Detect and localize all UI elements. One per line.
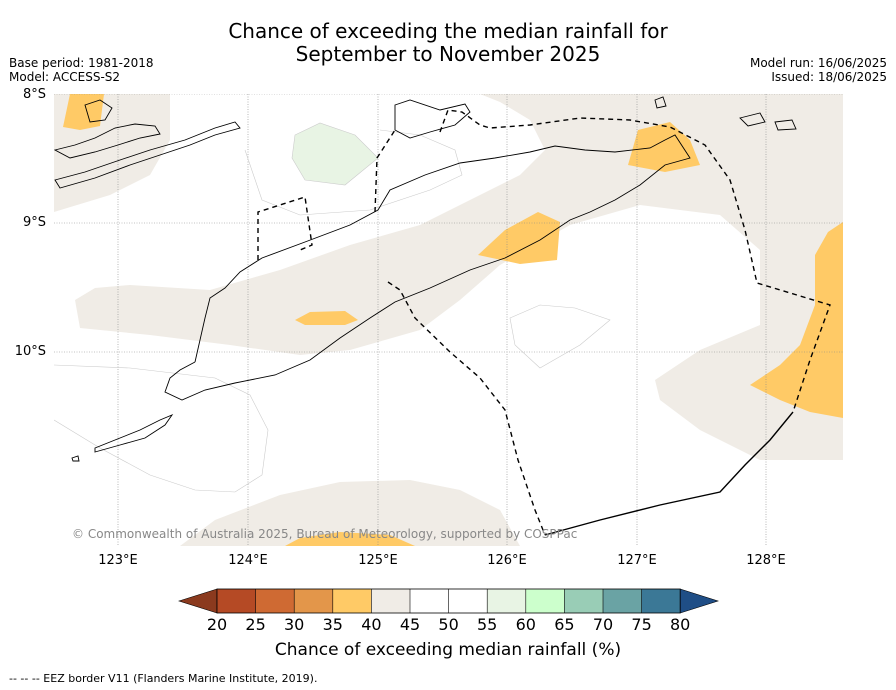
eez-border [257, 109, 831, 536]
colorbar-bin-40-45 [371, 589, 410, 613]
copyright-notice: © Commonwealth of Australia 2025, Bureau… [72, 527, 578, 541]
colorbar-dividers [255, 589, 642, 613]
orange-region-centre [478, 212, 560, 264]
colorbar-bin-25-30 [255, 589, 295, 613]
grid-lines [54, 94, 843, 546]
colorbar-title: Chance of exceeding median rainfall (%) [274, 640, 622, 660]
small-island-3 [774, 119, 797, 131]
meta-left: Base period: 1981-2018 Model: ACCESS-S2 [9, 56, 154, 84]
colorbar-bin-50-55 [448, 589, 488, 613]
map-area [54, 94, 843, 546]
map-title: Chance of exceeding the median rainfall … [0, 20, 896, 66]
colorbar-bin-45-50 [410, 589, 449, 613]
cb-tick-25: 25 [245, 615, 266, 634]
alor-island [54, 121, 241, 189]
lon-label-126e: 126°E [487, 553, 527, 568]
lon-label-124e: 124°E [228, 553, 268, 568]
cb-tick-35: 35 [322, 615, 343, 634]
contour-lines [54, 129, 463, 493]
orange-region-nw [63, 94, 104, 130]
lat-label-9s: 9°S [22, 215, 46, 230]
wetar-island [394, 99, 471, 139]
cb-tick-45: 45 [399, 615, 421, 634]
lon-label-127e: 127°E [617, 553, 657, 568]
eez-border-solid [544, 411, 794, 536]
cb-tick-60: 60 [515, 615, 536, 634]
beige-region-south [180, 480, 520, 546]
title-line-2: September to November 2025 [295, 42, 601, 66]
flores-east [54, 123, 161, 159]
cb-tick-55: 55 [477, 615, 498, 634]
model-run: Model run: 16/06/2025 [749, 56, 887, 70]
green-region-timor-north [291, 122, 379, 186]
orange-region-ne [628, 122, 700, 172]
colorbar-extend-low [178, 588, 218, 614]
small-island-4 [654, 96, 667, 109]
issued-date: Issued: 18/06/2025 [771, 70, 887, 84]
colorbar-frame [216, 588, 681, 614]
model-name: Model: ACCESS-S2 [9, 70, 121, 84]
small-island-1 [84, 99, 113, 123]
colorbar [178, 588, 719, 614]
colorbar-bin-65-70 [564, 589, 603, 613]
small-island-2 [739, 112, 766, 127]
meta-right: Model run: 16/06/2025 Issued: 18/06/2025 [750, 56, 887, 84]
lat-label-8s: 8°S [22, 87, 46, 102]
cb-tick-65: 65 [554, 615, 575, 634]
orange-region-east [750, 222, 843, 418]
lon-label-125e: 125°E [358, 553, 398, 568]
lon-label-123e: 123°E [98, 553, 138, 568]
colorbar-bin-20-25 [217, 589, 256, 613]
title-line-1: Chance of exceeding the median rainfall … [228, 19, 668, 43]
cb-tick-80: 80 [670, 615, 691, 634]
savu-island [71, 455, 80, 462]
cb-tick-20: 20 [206, 615, 228, 634]
rote-island [94, 413, 174, 453]
cb-tick-40: 40 [361, 615, 382, 634]
colorbar-bin-35-40 [332, 589, 372, 613]
timor-coast [164, 134, 691, 401]
colorbar-bin-30-35 [294, 589, 333, 613]
beige-region-main-band [75, 94, 843, 460]
cb-tick-30: 30 [284, 615, 305, 634]
colorbar-extend-high [679, 588, 719, 614]
coastlines [54, 96, 797, 462]
cb-tick-70: 70 [592, 615, 614, 634]
colorbar-bin-60-65 [525, 589, 565, 613]
lon-label-128e: 128°E [746, 553, 786, 568]
lat-label-10s: 10°S [14, 344, 46, 359]
cb-tick-75: 75 [631, 615, 652, 634]
orange-region-south [285, 532, 415, 546]
base-period: Base period: 1981-2018 [9, 56, 154, 70]
colorbar-bin-70-75 [603, 589, 642, 613]
eez-footnote: -- -- -- EEZ border V11 (Flanders Marine… [9, 672, 318, 685]
cb-tick-50: 50 [438, 615, 459, 634]
colorbar-bin-55-60 [487, 589, 526, 613]
orange-region-west [295, 311, 358, 325]
colorbar-bin-75-80 [641, 589, 681, 613]
